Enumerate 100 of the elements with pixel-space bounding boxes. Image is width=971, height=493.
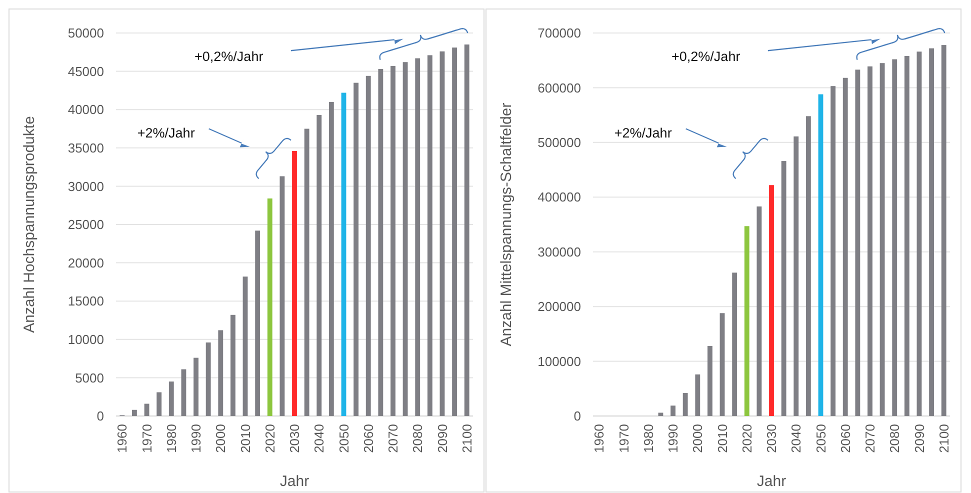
bar: [916, 52, 922, 416]
x-tick-label: 2030: [764, 424, 780, 453]
bar: [156, 392, 162, 416]
y-tick-label: 30000: [68, 178, 104, 194]
bar: [255, 230, 260, 416]
y-axis-title: Anzahl Hochspannungsprodukte: [21, 116, 38, 333]
y-tick-label: 0: [574, 408, 581, 424]
bar: [328, 102, 334, 416]
bar: [707, 346, 712, 416]
bar: [440, 51, 445, 416]
y-tick-label: 500000: [538, 134, 581, 150]
bar: [941, 45, 946, 416]
bar: [464, 44, 470, 416]
x-tick-label: 2000: [213, 424, 228, 453]
bar: [132, 410, 137, 416]
y-tick-label: 400000: [538, 190, 581, 205]
bar: [316, 114, 322, 416]
bar: [892, 59, 898, 416]
bar: [230, 314, 236, 416]
bar: [341, 92, 346, 416]
y-tick-label: 300000: [538, 244, 581, 260]
x-tick-label: 1970: [139, 424, 154, 453]
y-tick-label: 35000: [68, 140, 104, 156]
bar: [880, 63, 885, 416]
x-tick-label: 2040: [788, 424, 804, 453]
y-tick-label: 20000: [68, 255, 104, 270]
x-tick-label: 1990: [666, 424, 681, 453]
bar: [670, 406, 676, 416]
x-axis-title: Jahr: [280, 473, 310, 490]
bar: [354, 82, 359, 416]
bar: [682, 393, 688, 416]
bar: [720, 313, 725, 416]
annotation: +0,2%/Jahr: [194, 48, 264, 64]
x-tick-label: 1980: [164, 424, 179, 453]
y-tick-label: 40000: [68, 102, 104, 118]
y-tick-label: 45000: [68, 64, 104, 79]
bar: [794, 136, 799, 416]
bar: [280, 176, 285, 416]
bar: [658, 412, 664, 416]
bar: [218, 330, 224, 416]
annotation: +2%/Jahr: [137, 126, 196, 141]
bar: [868, 66, 872, 416]
x-tick-label: 2020: [262, 424, 278, 453]
x-tick-label: 2100: [936, 424, 952, 453]
x-tick-label: 2000: [690, 424, 706, 453]
bar: [378, 69, 384, 416]
x-tick-label: 1960: [592, 424, 607, 453]
bar: [366, 76, 371, 416]
bar: [929, 48, 934, 416]
annotation: +0,2%/Jahr: [672, 48, 741, 64]
y-tick-label: 10000: [68, 332, 104, 347]
x-tick-label: 2070: [862, 424, 878, 453]
y-tick-label: 700000: [538, 26, 581, 41]
y-tick-label: 25000: [68, 217, 104, 232]
bar: [756, 206, 762, 416]
bar: [818, 94, 824, 416]
bar: [267, 198, 272, 416]
x-tick-label: 2080: [887, 424, 902, 453]
x-tick-label: 2040: [312, 424, 327, 453]
bar: [744, 226, 750, 416]
y-axis-title: Anzahl Mittelspannungs-Schaltfelder: [498, 102, 515, 346]
x-tick-label: 1960: [114, 424, 130, 453]
x-tick-label: 2100: [459, 424, 474, 453]
y-tick-label: 50000: [68, 26, 104, 41]
bar: [390, 66, 396, 416]
x-tick-label: 2020: [739, 424, 754, 453]
x-tick-label: 1970: [616, 424, 632, 453]
x-axis-title: Jahr: [756, 473, 786, 490]
bar: [427, 55, 432, 416]
x-tick-label: 2050: [813, 424, 828, 453]
bar: [304, 128, 310, 416]
bar: [402, 62, 408, 416]
x-tick-label: 2030: [287, 424, 302, 453]
x-tick-label: 2050: [336, 424, 352, 453]
bar: [830, 86, 836, 416]
bar: [781, 161, 786, 416]
x-tick-label: 2010: [714, 424, 730, 453]
y-tick-label: 600000: [538, 80, 581, 96]
bar: [194, 358, 198, 416]
bar: [769, 185, 774, 416]
x-tick-label: 1980: [640, 424, 656, 453]
x-tick-label: 2060: [838, 424, 853, 453]
bar: [732, 272, 738, 416]
x-tick-label: 2070: [386, 424, 401, 453]
y-tick-label: 0: [96, 408, 104, 424]
bar: [452, 48, 457, 416]
x-tick-label: 2080: [410, 424, 426, 453]
bar: [168, 382, 174, 416]
x-tick-label: 1990: [188, 424, 204, 453]
bar: [181, 369, 186, 416]
bar: [842, 78, 848, 416]
bar: [242, 276, 248, 416]
bar: [695, 374, 700, 416]
x-tick-label: 2090: [434, 424, 450, 453]
x-tick-label: 2060: [360, 424, 376, 453]
y-tick-label: 200000: [538, 299, 581, 314]
annotation: +2%/Jahr: [614, 126, 672, 141]
y-tick-label: 5000: [75, 370, 104, 386]
bar: [806, 116, 811, 416]
bar: [855, 70, 860, 416]
